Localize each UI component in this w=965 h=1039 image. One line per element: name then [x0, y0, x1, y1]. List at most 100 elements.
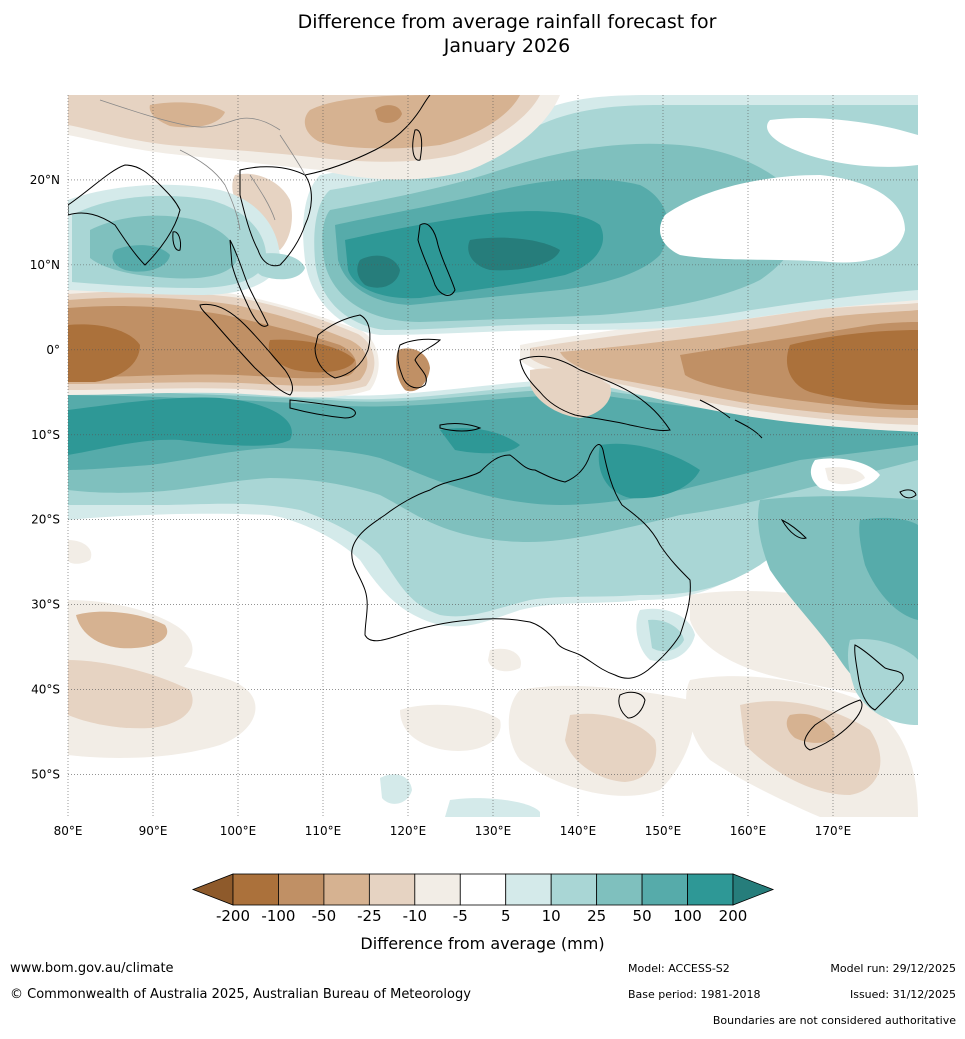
anomaly-area-south-dry-7	[565, 713, 657, 782]
coastline-timor	[439, 423, 482, 432]
coastline-india	[68, 164, 181, 266]
coastline-taiwan	[412, 129, 423, 161]
footer-model-run: Model run: 29/12/2025	[830, 962, 956, 975]
lat-tick-label: 20°S	[31, 513, 60, 527]
coastline-sri-lanka	[172, 231, 181, 251]
coastline-china	[304, 95, 431, 176]
anomaly-area-east-aus-wet-2	[648, 619, 684, 652]
colorbar-tick-label: -25	[357, 907, 382, 925]
anomaly-area-nh-wet-200	[357, 255, 400, 288]
colorbar-bin	[459, 873, 507, 906]
lat-tick-label: 40°S	[31, 683, 60, 697]
lon-tick-label: 140°E	[560, 824, 597, 838]
colorbar-bin	[641, 873, 688, 906]
colorbar-bin	[550, 873, 598, 906]
colorbar-bin	[505, 873, 552, 906]
anomaly-area-nz-wet	[847, 639, 918, 725]
anomaly-area-south-dry-3	[76, 611, 168, 649]
anomaly-area-nz-dry-2	[740, 701, 881, 795]
lat-tick-label: 50°S	[31, 768, 60, 782]
footer-base-period: Base period: 1981-2018	[628, 988, 761, 1001]
anomaly-area-china-dry-25	[304, 95, 520, 149]
lon-tick-label: 110°E	[305, 824, 342, 838]
anomaly-area-nh-wet-200-2	[468, 237, 560, 271]
anomaly-area-dry-png	[530, 368, 611, 418]
graticule	[67, 95, 918, 817]
coastline-philippines	[417, 223, 456, 296]
lat-tick-label: 10°S	[31, 428, 60, 442]
anomaly-area-south-wet-small	[445, 798, 540, 817]
anomaly-area-south-dry-5	[400, 704, 501, 751]
lon-tick-label: 120°E	[390, 824, 427, 838]
colorbar-extend-low	[191, 873, 234, 906]
colorbar-tick-label: -100	[261, 907, 295, 925]
title-line-2: January 2026	[443, 35, 571, 57]
coastline-sulawesi	[397, 338, 442, 389]
colorbar-tick-label: -200	[216, 907, 250, 925]
anomaly-area-sw-faint-2	[488, 648, 521, 672]
coastline-australia	[351, 444, 691, 679]
lon-tick-label: 100°E	[220, 824, 257, 838]
coastline-solomons	[699, 399, 763, 439]
colorbar-tick-label: 5	[501, 907, 511, 925]
anomaly-area-dry-100-east	[786, 330, 918, 405]
lat-tick-label: 20°N	[30, 173, 60, 187]
colorbar-tick-labels: -200 -100 -50 -25 -10 -5 5 10 25 50 100 200	[216, 907, 747, 925]
anomaly-area-nz-dry-3	[786, 713, 835, 743]
lat-tick-label: 0°	[46, 343, 60, 357]
colorbar-label: Difference from average (mm)	[360, 934, 605, 953]
country-borders	[99, 99, 306, 231]
anomaly-area-china-dry-50	[375, 105, 402, 123]
coastline-new-zealand-south	[804, 699, 863, 751]
colorbar-extend-high	[732, 873, 775, 906]
colorbar-tick-label: -5	[453, 907, 468, 925]
footer-issued: Issued: 31/12/2025	[849, 988, 956, 1001]
coastlines	[68, 95, 917, 751]
anomaly-area-nw-pacific-dry	[660, 175, 905, 263]
anomaly-area-sw-faint	[68, 540, 92, 564]
coastline-sumatra	[199, 303, 293, 396]
anomaly-area-mekong-dry	[232, 173, 292, 250]
colorbar-tick-label: 10	[542, 907, 561, 925]
anomaly-area-wet-100-png	[598, 443, 700, 499]
colorbar-tick-label: -10	[403, 907, 428, 925]
lon-tick-label: 80°E	[54, 824, 83, 838]
lat-tick-label: 10°N	[30, 258, 60, 272]
anomaly-area-sw-pacific-wet-2	[859, 517, 918, 620]
footer-model: Model: ACCESS-S2	[628, 962, 730, 975]
coastline-malay-peninsula	[229, 239, 269, 327]
anomaly-area-nw-pacific-dry-2	[767, 118, 918, 167]
anomaly-area-dry-100-borneo	[268, 339, 355, 373]
footer-copyright: © Commonwealth of Australia 2025, Austra…	[10, 987, 471, 1002]
coastline-borneo	[314, 314, 371, 379]
footer-disclaimer: Boundaries are not considered authoritat…	[712, 1014, 956, 1027]
coastline-new-guinea	[519, 355, 671, 431]
colorbar-bin	[414, 873, 461, 906]
coastline-tasmania	[618, 691, 646, 719]
border-lines-asia	[99, 99, 306, 231]
colorbar-bin	[687, 873, 734, 906]
colorbar-bin	[278, 873, 325, 906]
lon-tick-label: 90°E	[139, 824, 168, 838]
colorbar-bin	[596, 873, 643, 906]
anomaly-area-scs-wet	[252, 253, 305, 280]
lon-tick-label: 130°E	[475, 824, 512, 838]
footer-url[interactable]: www.bom.gov.au/climate	[10, 961, 174, 976]
anomaly-area-dry-100-west	[68, 324, 140, 382]
lon-tick-label: 160°E	[730, 824, 767, 838]
coastline-java	[289, 399, 356, 419]
anomaly-area-south-dry-4	[68, 660, 193, 729]
colorbar-tick-label: 50	[633, 907, 652, 925]
anomaly-area-wet-100-timor	[440, 428, 520, 454]
coastline-new-caledonia	[780, 518, 807, 539]
colorbar-tick-label: 25	[587, 907, 606, 925]
colorbar-tick-label: -50	[312, 907, 337, 925]
anomaly-area-east-wet-small	[380, 774, 412, 804]
lon-tick-label: 150°E	[645, 824, 682, 838]
colorbar-bin	[232, 873, 279, 906]
colorbar	[191, 873, 775, 906]
title-line-1: Difference from average rainfall forecas…	[297, 11, 717, 33]
colorbar-bin	[368, 873, 416, 906]
